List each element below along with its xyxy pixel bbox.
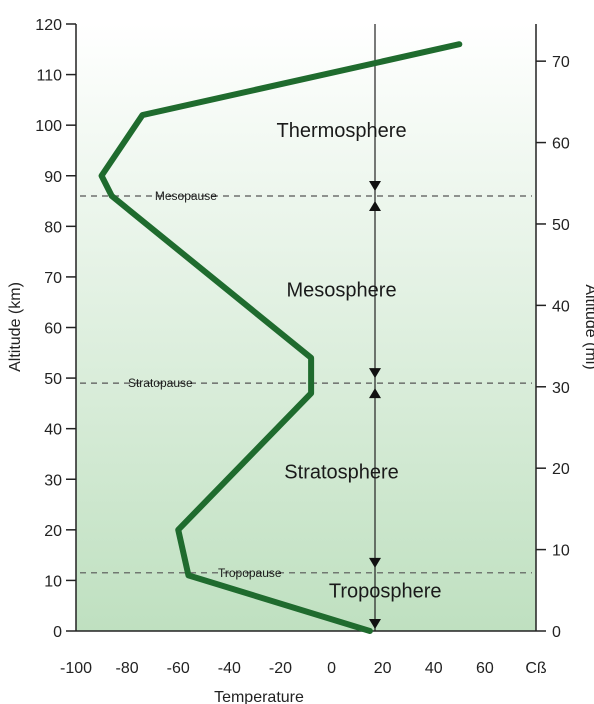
x-tick-label: -100 — [60, 660, 92, 677]
x-tick-label: 0 — [327, 660, 336, 677]
arrow-up-icon — [369, 200, 381, 211]
reference-line-label: Tropopause — [218, 566, 282, 580]
x-tick-label: 40 — [425, 660, 443, 677]
layer-label: Troposphere — [329, 581, 442, 603]
y2-tick-label: 70 — [552, 54, 570, 71]
y-tick-label: 20 — [44, 523, 62, 540]
y-tick-label: 70 — [44, 270, 62, 287]
y2-tick-label: 10 — [552, 543, 570, 560]
layer-label: Mesosphere — [287, 280, 397, 302]
layer-divider — [369, 24, 381, 631]
layer-label: Stratosphere — [284, 462, 399, 484]
y-tick-label: 100 — [35, 118, 62, 135]
arrow-up-icon — [369, 388, 381, 399]
y2-tick-label: 30 — [552, 380, 570, 397]
arrow-down-icon — [369, 180, 381, 191]
y2-tick-label: 60 — [552, 136, 570, 153]
y2-tick-label: 20 — [552, 461, 570, 478]
arrow-down-icon — [369, 619, 381, 629]
y-tick-label: 90 — [44, 169, 62, 186]
y-tick-label: 50 — [44, 371, 62, 388]
layer-labels: Thermosphere Mesosphere Stratosphere Tropos… — [277, 120, 442, 602]
arrow-down-icon — [369, 557, 381, 568]
x-tick-label: Cß — [525, 660, 547, 677]
x-tick-label: 60 — [476, 660, 494, 677]
layer-label: Thermosphere — [277, 120, 407, 142]
reference-lines: Mesopause Stratopause Tropopause — [80, 189, 532, 580]
x-tick-label: 20 — [374, 660, 392, 677]
y-tick-label: 10 — [44, 573, 62, 590]
y-tick-label: 80 — [44, 219, 62, 236]
y-tick-label: 120 — [35, 17, 62, 34]
y2-axis-title: Altitude (mi) — [582, 284, 594, 369]
x-tick-label: -40 — [218, 660, 241, 677]
reference-line-label: Mesopause — [155, 189, 217, 203]
y2-tick-label: 0 — [552, 624, 561, 641]
y-tick-label: 60 — [44, 321, 62, 338]
y-tick-label: 30 — [44, 472, 62, 489]
arrow-down-icon — [369, 368, 381, 379]
reference-line-label: Stratopause — [128, 376, 193, 390]
x-tick-label: -60 — [167, 660, 190, 677]
x-axis-title: Temperature — [214, 689, 304, 704]
x-tick-label: -20 — [269, 660, 292, 677]
y-tick-label: 110 — [36, 68, 62, 85]
plot-area — [76, 24, 536, 631]
y2-tick-label: 40 — [552, 298, 570, 315]
x-tick-label: -80 — [116, 660, 139, 677]
y-tick-label: 40 — [44, 422, 62, 439]
temperature-profile-line — [98, 41, 463, 634]
y-axis-title: Altitude (km) — [7, 282, 24, 372]
series-layer — [98, 41, 463, 634]
y2-tick-label: 50 — [552, 217, 570, 234]
axis-ticks: 0 10 20 30 40 50 60 70 80 90 100 110 120 0 10 20 30 40 50 6… — [35, 17, 570, 677]
y-tick-label: 0 — [53, 624, 62, 641]
